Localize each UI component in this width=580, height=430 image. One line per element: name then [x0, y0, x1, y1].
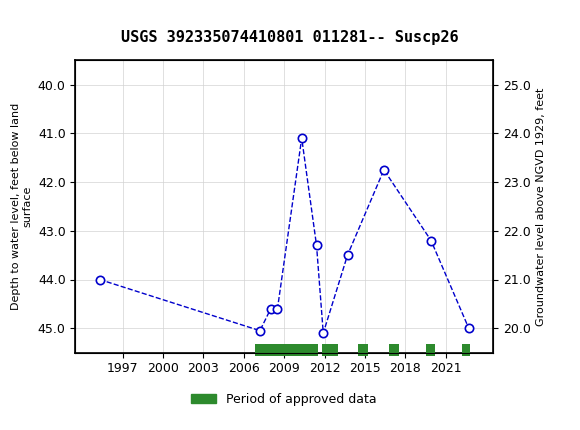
- Text: ≡USGS: ≡USGS: [3, 12, 70, 31]
- Text: USGS 392335074410801 011281-- Suscp26: USGS 392335074410801 011281-- Suscp26: [121, 30, 459, 45]
- Bar: [462, 344, 470, 356]
- Bar: [426, 344, 435, 356]
- Y-axis label: Depth to water level, feet below land
surface: Depth to water level, feet below land su…: [10, 103, 32, 310]
- Bar: [322, 344, 338, 356]
- Y-axis label: Groundwater level above NGVD 1929, feet: Groundwater level above NGVD 1929, feet: [536, 87, 546, 326]
- Legend: Period of approved data: Period of approved data: [186, 388, 382, 411]
- Bar: [255, 344, 318, 356]
- Bar: [389, 344, 398, 356]
- Bar: [358, 344, 368, 356]
